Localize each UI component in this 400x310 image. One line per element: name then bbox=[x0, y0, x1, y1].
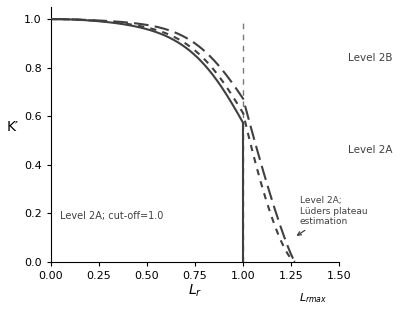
Y-axis label: K′: K′ bbox=[7, 120, 19, 134]
Text: Level 2A;
Lüders plateau
estimation: Level 2A; Lüders plateau estimation bbox=[298, 196, 368, 235]
Text: Level 2A; cut-off=1.0: Level 2A; cut-off=1.0 bbox=[60, 211, 163, 221]
Text: Level 2A: Level 2A bbox=[348, 145, 392, 155]
Text: Level 2B: Level 2B bbox=[348, 53, 392, 63]
Text: $L_{rmax}$: $L_{rmax}$ bbox=[299, 291, 327, 305]
X-axis label: $L_r$: $L_r$ bbox=[188, 282, 202, 299]
